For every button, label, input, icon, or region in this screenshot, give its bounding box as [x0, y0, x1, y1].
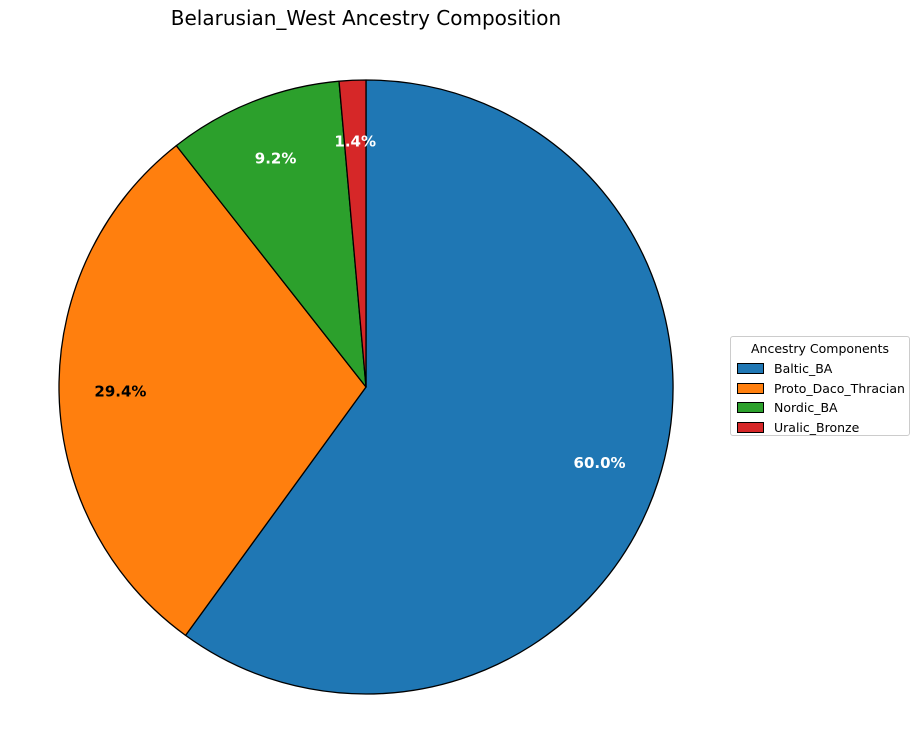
legend-label: Uralic_Bronze: [774, 419, 860, 435]
pie-slices: [58, 79, 674, 695]
legend-title: Ancestry Components: [750, 341, 890, 356]
legend-label: Proto_Daco_Thracian: [774, 380, 905, 396]
legend-item: Uralic_Bronze: [737, 418, 903, 438]
legend: Ancestry Components Baltic_BA Proto_Daco_…: [730, 336, 910, 436]
legend-item: Nordic_BA: [737, 398, 903, 418]
legend-item: Baltic_BA: [737, 359, 903, 379]
pie-slice-uralic-bronze: [338, 79, 367, 388]
legend-item: Proto_Daco_Thracian: [737, 379, 905, 399]
pie-label-baltic-ba: 60.0%: [574, 454, 626, 472]
pie-labels: 60.0% 29.4% 9.2% 1.4%: [94, 133, 625, 472]
legend-swatch: [737, 382, 764, 394]
pie-chart: 60.0% 29.4% 9.2% 1.4%: [58, 79, 674, 695]
legend-label: Nordic_BA: [774, 400, 838, 416]
pie-label-nordic-ba: 9.2%: [255, 150, 297, 168]
legend-swatch: [737, 402, 764, 414]
pie-slice-nordic-ba: [175, 80, 367, 388]
legend-swatch: [737, 421, 764, 433]
chart-title: Belarusian_West Ancestry Composition: [170, 6, 562, 30]
pie-label-proto-daco-thracian: 29.4%: [94, 383, 146, 401]
legend-label: Baltic_BA: [774, 361, 833, 377]
pie-slice-baltic-ba: [184, 79, 674, 695]
pie-slice-proto-daco-thracian: [58, 144, 367, 637]
legend-swatch: [737, 363, 764, 375]
pie-label-uralic-bronze: 1.4%: [334, 133, 376, 151]
legend-items: Baltic_BA Proto_Daco_Thracian Nordic_BA Ura…: [737, 359, 905, 438]
